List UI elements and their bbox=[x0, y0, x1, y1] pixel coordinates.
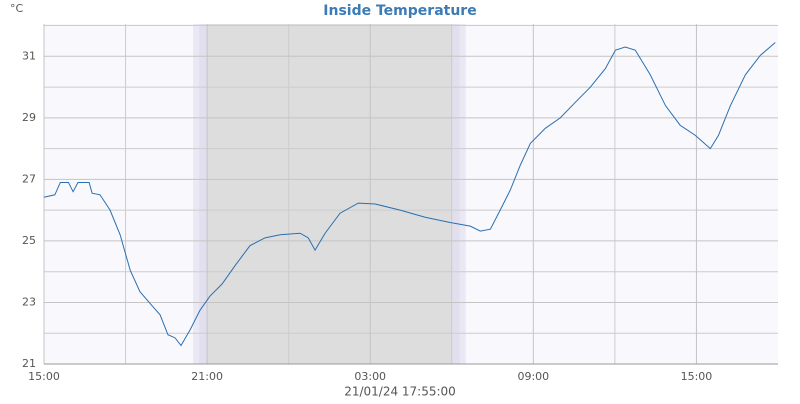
temperature-line bbox=[43, 42, 776, 347]
y-tick-label: 23 bbox=[22, 295, 36, 308]
y-unit-label: °C bbox=[10, 2, 24, 15]
footer-timestamp: 21/01/24 17:55:00 bbox=[344, 385, 456, 399]
x-tick-label: 21:00 bbox=[191, 370, 223, 383]
y-tick-label: 25 bbox=[22, 234, 36, 247]
y-tick-label: 21 bbox=[22, 357, 36, 370]
night-band bbox=[207, 24, 452, 364]
x-tick-label: 09:00 bbox=[517, 370, 549, 383]
x-tick-label: 15:00 bbox=[28, 370, 60, 383]
y-tick-label: 31 bbox=[22, 49, 36, 62]
x-tick-label: 15:00 bbox=[681, 370, 713, 383]
x-tick-label: 03:00 bbox=[354, 370, 386, 383]
y-tick-label: 29 bbox=[22, 111, 36, 124]
chart-title: Inside Temperature bbox=[323, 3, 476, 19]
y-tick-label: 27 bbox=[22, 172, 36, 185]
